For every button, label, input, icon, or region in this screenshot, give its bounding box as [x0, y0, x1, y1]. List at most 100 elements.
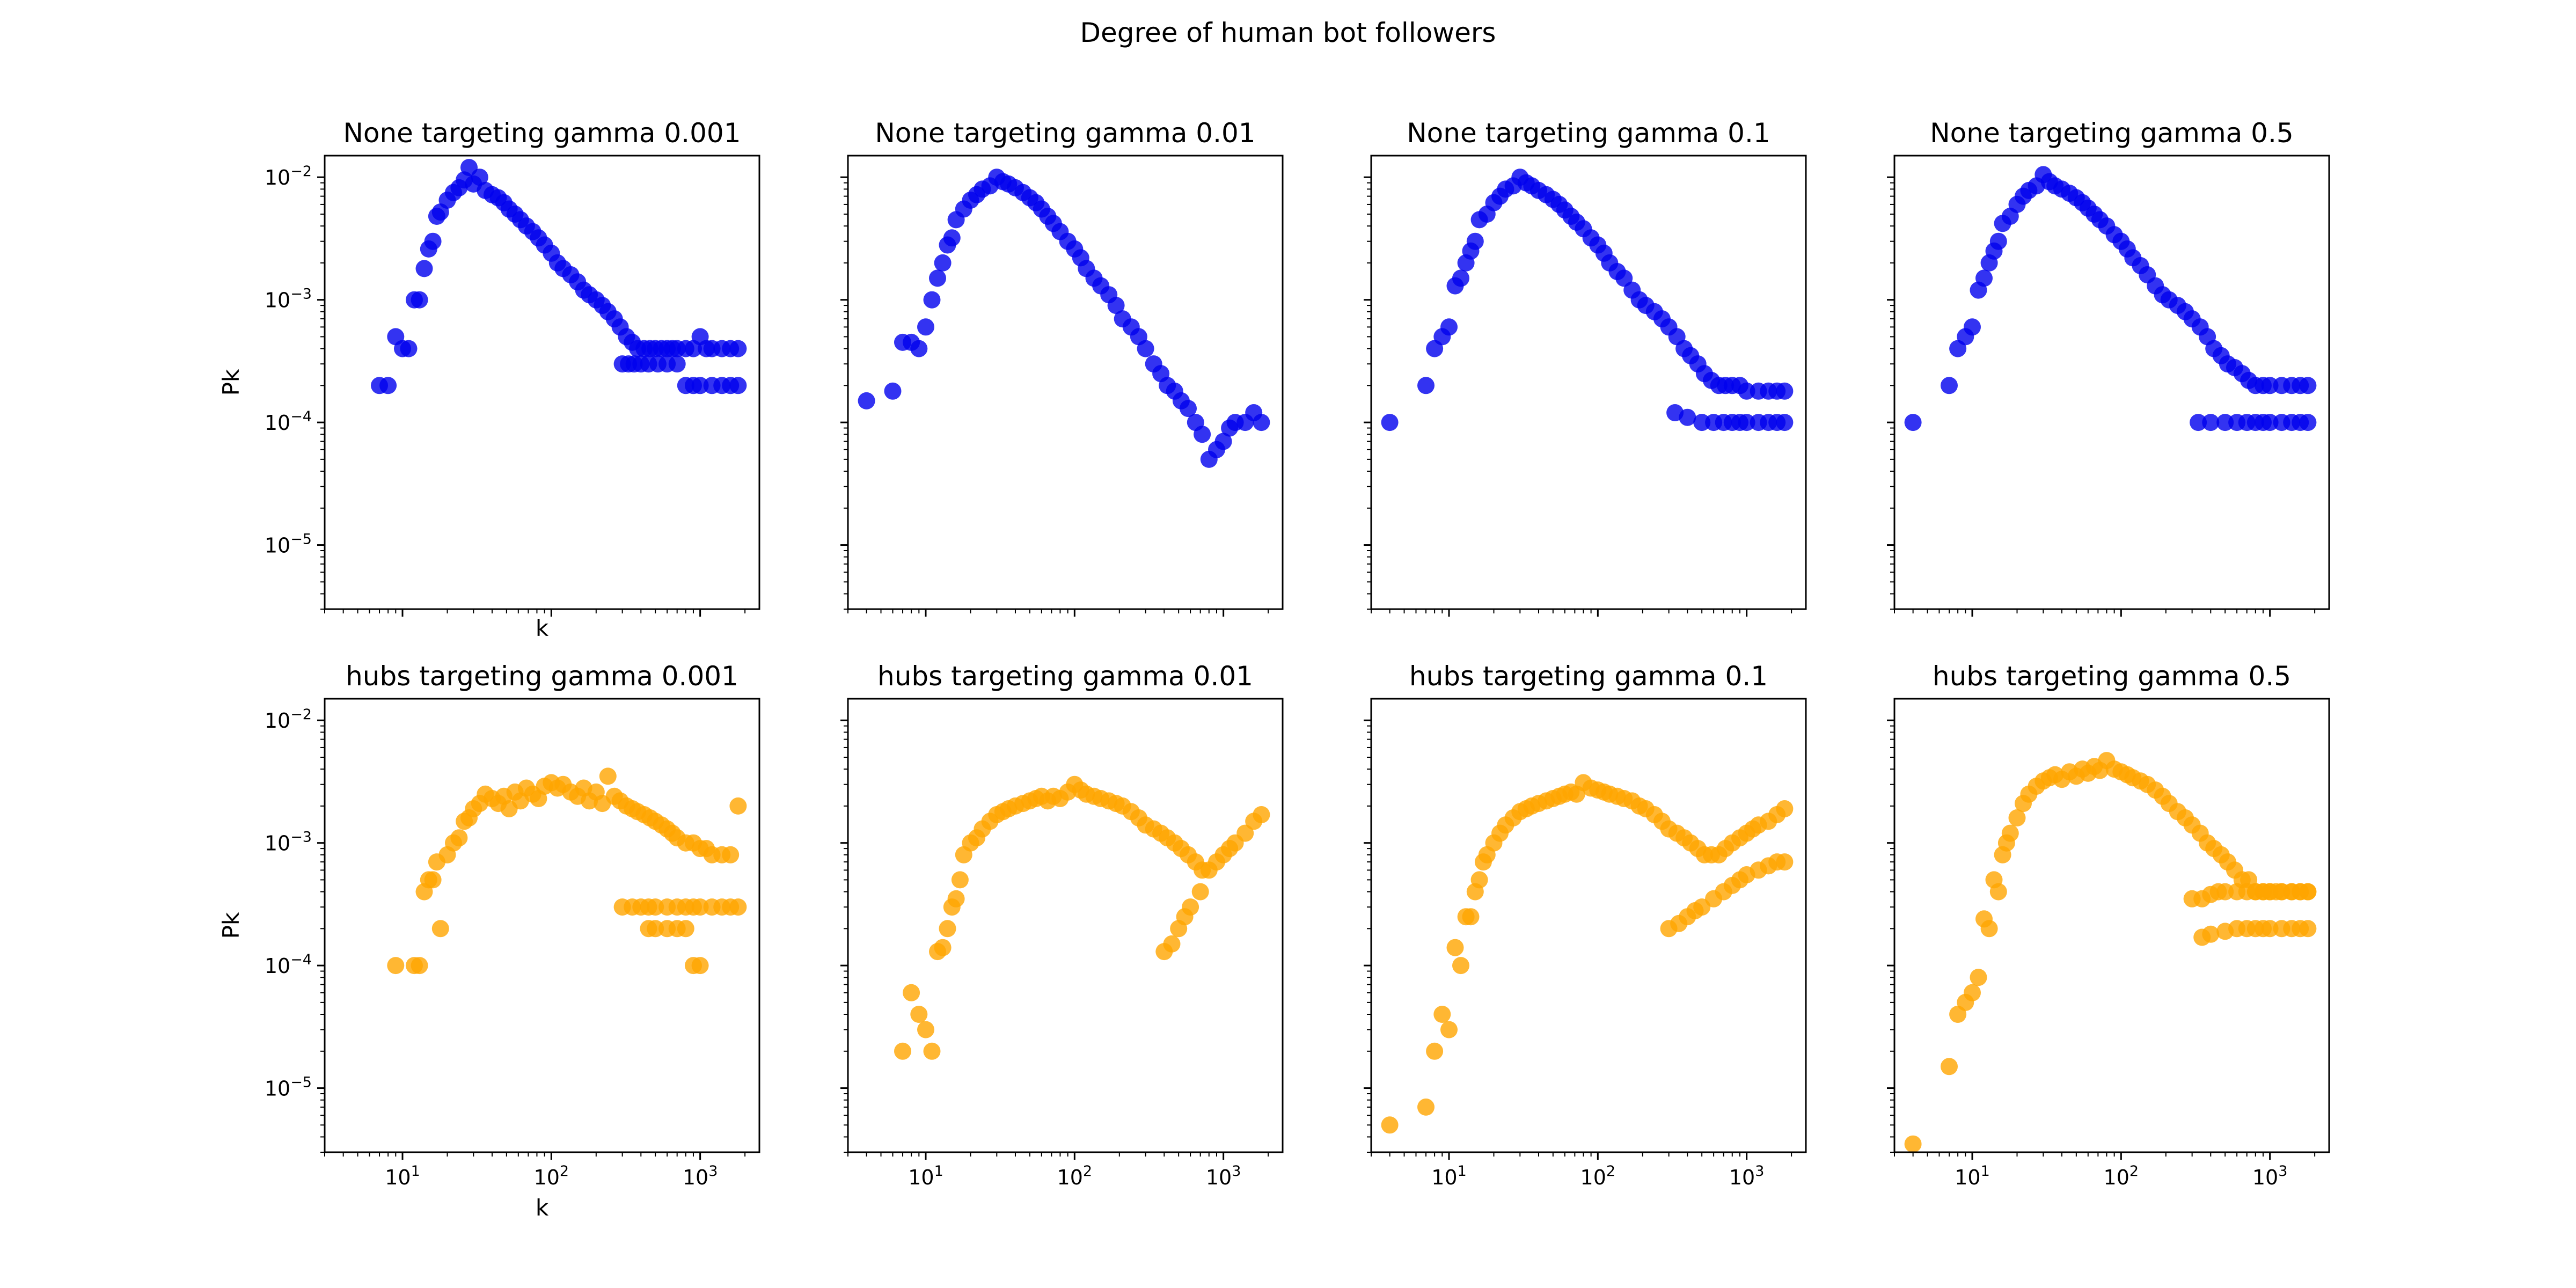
data-point [677, 920, 694, 938]
data-point [2216, 883, 2234, 901]
y-tick-label: 10−5 [265, 1074, 312, 1101]
data-point [729, 377, 747, 394]
scatter-series [858, 169, 1270, 468]
y-tick-label: 10−5 [265, 531, 312, 558]
y-tick-label: 10−4 [265, 952, 312, 978]
data-point [424, 232, 442, 250]
data-point [1381, 1116, 1399, 1134]
data-point [1417, 1098, 1435, 1116]
data-point [411, 291, 428, 309]
data-point [691, 957, 709, 975]
data-point [1738, 414, 1755, 431]
data-point [1107, 297, 1125, 314]
plot-frame [1370, 155, 1807, 610]
data-point [1989, 232, 2007, 250]
data-point [424, 871, 442, 889]
data-point [903, 984, 920, 1001]
y-tick-label: 10−3 [265, 829, 312, 855]
plot-frame [324, 155, 760, 610]
data-point [884, 382, 902, 400]
data-point [1776, 853, 1794, 871]
subplot-7: hubs targeting gamma 0.1 101 102 103 [1364, 661, 1807, 1189]
data-point [2261, 377, 2279, 394]
x-tick-label: 102 [1580, 1163, 1616, 1189]
subplot-title: hubs targeting gamma 0.5 [1933, 661, 2291, 692]
data-point [1180, 400, 1197, 418]
subplot-4: None targeting gamma 0.5 [1887, 118, 2330, 617]
data-point [2202, 925, 2220, 943]
x-tick-label: 101 [1431, 1163, 1467, 1189]
data-point [1426, 1042, 1444, 1060]
data-point [415, 260, 433, 277]
data-point [1182, 898, 1199, 916]
data-point [1440, 318, 1458, 336]
plot-frame [1893, 155, 2330, 610]
subplot-2: None targeting gamma 0.01 [840, 118, 1284, 617]
data-point [729, 340, 747, 357]
x-tick-label: 101 [385, 1163, 420, 1189]
subplot-3: None targeting gamma 0.1 [1364, 118, 1807, 617]
data-point [1381, 414, 1399, 431]
x-axis-label: k [536, 615, 549, 641]
data-point [1470, 871, 1488, 889]
subplot-5: hubs targeting gamma 0.001 101 102 103 10−5 1… [218, 661, 760, 1221]
data-point [934, 254, 952, 272]
subplot-title: None targeting gamma 0.01 [875, 118, 1255, 149]
data-point [1163, 935, 1181, 953]
data-point [917, 1021, 934, 1038]
data-point [1904, 1135, 1922, 1153]
data-point [2190, 414, 2207, 431]
data-point [2008, 809, 2026, 826]
data-point [1980, 920, 1998, 938]
plot-frame [847, 155, 1284, 610]
figure-title: Degree of human bot followers [1080, 17, 1496, 48]
scatter-series [1904, 166, 2317, 431]
data-point [894, 1042, 911, 1060]
data-point [1417, 377, 1435, 394]
y-tick-label: 10−4 [265, 408, 312, 435]
x-tick-label: 102 [1057, 1163, 1093, 1189]
data-point [1253, 414, 1270, 431]
x-tick-label: 101 [908, 1163, 943, 1189]
data-point [923, 291, 941, 309]
data-point [2216, 414, 2234, 431]
data-point [1904, 414, 1922, 431]
data-point [729, 797, 747, 815]
subplot-title: None targeting gamma 0.5 [1930, 118, 2293, 149]
data-point [1191, 883, 1209, 901]
scatter-series [1904, 752, 2317, 1153]
x-axis-label: k [536, 1195, 549, 1221]
data-point [1214, 433, 1232, 450]
data-point [729, 898, 747, 916]
x-tick-label: 103 [1206, 1163, 1241, 1189]
data-point [923, 1042, 941, 1060]
y-axis-label: Pk [218, 369, 244, 396]
data-point [450, 829, 468, 847]
subplot-title: None targeting gamma 0.001 [343, 118, 741, 149]
data-point [943, 229, 961, 247]
data-point [910, 1006, 928, 1023]
data-point [1970, 969, 1987, 986]
data-point [668, 355, 686, 373]
data-point [1440, 1021, 1458, 1038]
data-point [2299, 377, 2317, 394]
data-point [400, 340, 418, 357]
data-point [2261, 920, 2279, 938]
data-point [929, 269, 946, 287]
data-point [647, 898, 664, 916]
data-point [647, 920, 664, 938]
data-point [910, 340, 928, 357]
data-point [1964, 318, 1981, 336]
data-point [379, 377, 397, 394]
data-point [1466, 232, 1484, 250]
data-point [1941, 1058, 1958, 1075]
subplot-8: hubs targeting gamma 0.5 101 102 103 [1887, 661, 2330, 1189]
scatter-series [387, 767, 747, 975]
data-point [1137, 340, 1154, 357]
data-point [951, 871, 969, 889]
y-tick-label: 10−2 [265, 706, 312, 733]
scatter-series [894, 775, 1270, 1060]
data-point [1194, 426, 1211, 443]
x-tick-label: 103 [1729, 1163, 1765, 1189]
